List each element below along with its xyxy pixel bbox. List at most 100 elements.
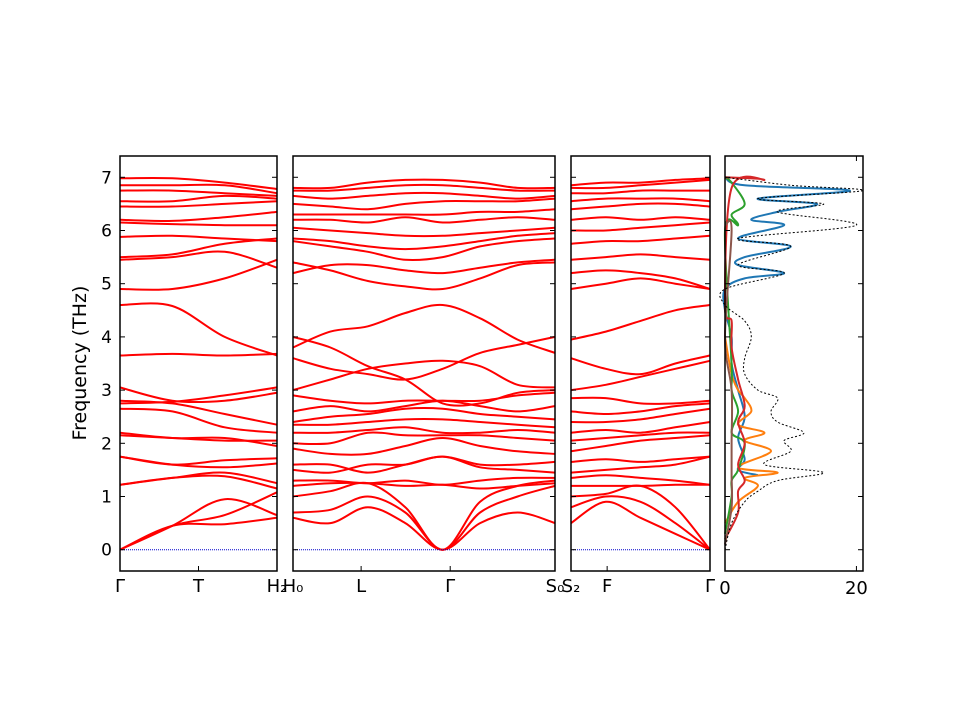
band-line <box>571 483 711 487</box>
dos-projected-line <box>722 176 851 477</box>
band-panel-gamma-t-h2: Γ T H₂ <box>115 155 288 597</box>
band-line <box>119 258 278 291</box>
y-tick-label: 1 <box>101 488 112 508</box>
band-line <box>292 399 556 413</box>
band-line <box>119 194 278 203</box>
band-line <box>570 304 711 341</box>
band-line <box>292 216 556 224</box>
y-axis-label: Frequency (THz) <box>69 286 91 441</box>
x-tick-label: Γ <box>445 576 455 597</box>
dos-total-line <box>719 176 864 550</box>
band-line <box>570 407 711 424</box>
band-line <box>119 491 278 551</box>
band-line <box>292 191 556 200</box>
band-line <box>570 474 711 486</box>
band-line <box>119 176 278 190</box>
band-line <box>119 386 278 405</box>
y-tick-label: 4 <box>101 328 112 348</box>
band-line <box>292 232 556 251</box>
band-line <box>570 197 711 203</box>
band-line <box>570 277 711 290</box>
dos-frame <box>724 155 864 572</box>
band-line <box>292 407 556 423</box>
band-line <box>570 455 711 474</box>
band-line <box>292 303 556 354</box>
x-tick-label: H₂ <box>267 576 288 597</box>
band-line <box>292 431 556 446</box>
band-line <box>570 354 711 376</box>
band-line <box>119 386 278 404</box>
panel-frame <box>570 155 711 572</box>
band-line <box>119 210 278 223</box>
band-line <box>570 359 711 392</box>
x-tick-label: Γ <box>115 576 125 597</box>
y-tick-label: 5 <box>101 275 112 295</box>
dos-projected-line <box>723 175 766 540</box>
x-tick-label: L <box>356 576 366 597</box>
band-line <box>292 506 556 551</box>
dos-x-tick-label: 20 <box>845 578 868 599</box>
band-line <box>292 335 556 381</box>
band-line <box>292 455 556 474</box>
band-line <box>292 208 556 216</box>
band-line <box>292 426 556 435</box>
band-line <box>119 407 278 434</box>
band-line <box>570 202 711 211</box>
band-line <box>292 391 556 405</box>
band-line <box>570 253 711 261</box>
band-line <box>570 178 711 190</box>
panel-frame <box>119 155 278 572</box>
x-tick-label: Γ <box>705 576 715 597</box>
dos-panel: 0 20 <box>719 155 868 599</box>
band-line <box>570 455 711 463</box>
band-line <box>292 476 556 486</box>
band-line <box>119 455 278 466</box>
band-line <box>292 258 556 275</box>
band-line <box>119 399 278 426</box>
band-line <box>570 189 710 195</box>
band-line <box>570 500 711 551</box>
panel-frame <box>292 155 556 572</box>
band-line <box>119 200 278 208</box>
y-tick-label: 6 <box>101 221 112 241</box>
band-line <box>570 221 711 232</box>
band-line <box>570 269 711 290</box>
x-tick-label: F <box>602 576 612 597</box>
band-line <box>570 495 711 551</box>
band-line <box>292 183 556 192</box>
band-line <box>119 250 278 269</box>
band-line <box>119 221 278 227</box>
band-line <box>119 234 278 243</box>
band-line <box>570 431 711 442</box>
band-line <box>119 471 278 486</box>
band-line <box>119 434 278 442</box>
band-line <box>570 402 711 416</box>
band-line <box>119 189 278 197</box>
band-line <box>570 234 711 245</box>
band-panel-h0-l-gamma-s0: H₀ L Γ S₀ <box>283 155 564 597</box>
band-line <box>292 178 556 190</box>
band-line <box>292 226 556 238</box>
y-tick-label: 3 <box>101 381 112 401</box>
band-line <box>120 183 278 195</box>
band-line <box>119 302 278 357</box>
band-line <box>119 431 278 447</box>
band-line <box>292 335 556 407</box>
dos-x-tick-label: 0 <box>719 578 730 599</box>
band-line <box>570 177 711 187</box>
band-line <box>292 237 556 262</box>
band-line <box>292 359 556 392</box>
dos-projected-line <box>723 219 734 545</box>
band-line <box>570 396 711 405</box>
band-line <box>570 421 711 434</box>
y-tick-label: 7 <box>101 168 112 188</box>
x-tick-label: S₂ <box>562 576 581 597</box>
band-panel-s2-f-gamma: S₂ F Γ <box>562 155 715 597</box>
band-line <box>119 516 278 551</box>
band-line <box>119 352 278 357</box>
band-line <box>292 261 556 291</box>
x-tick-label: T <box>192 576 205 597</box>
